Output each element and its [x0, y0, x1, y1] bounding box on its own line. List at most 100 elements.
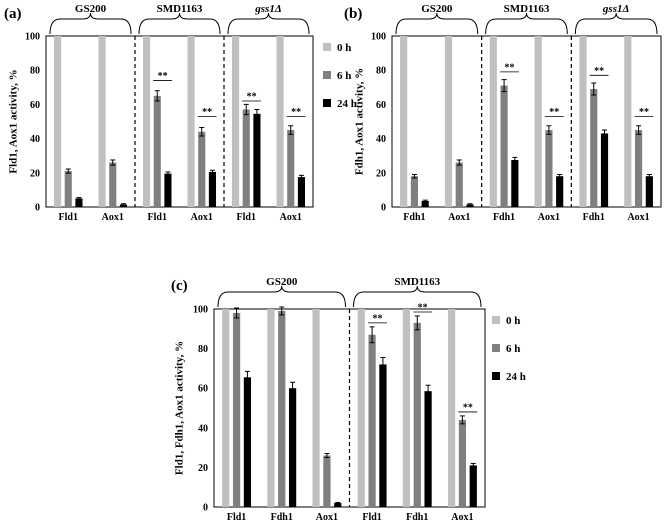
x-tick-label: Aox1	[627, 212, 649, 223]
significance-label: **	[549, 107, 559, 118]
strain-label: GS200	[421, 3, 453, 15]
bar	[634, 130, 643, 207]
x-tick-label: Fld1	[227, 512, 246, 523]
y-axis-label: Fdh1, Aox1 activity, %	[354, 68, 366, 175]
bar	[379, 364, 387, 507]
bar	[312, 309, 320, 507]
bar	[64, 171, 72, 207]
significance-label: **	[373, 313, 383, 324]
bar	[447, 309, 456, 507]
panel-b: (b) Fdh1, Aox1 activity, % 0 20 40 60 80 100 GS2…	[344, 3, 662, 223]
legend-swatch	[492, 316, 500, 324]
significance-label: **	[291, 107, 301, 118]
bar	[489, 36, 497, 207]
y-tick-label: 60	[376, 100, 386, 111]
bar	[208, 171, 216, 207]
significance-label: **	[639, 107, 649, 118]
y-tick-label: 40	[376, 134, 386, 145]
bar	[624, 36, 632, 207]
bar	[297, 177, 305, 207]
panel-label-a: (a)	[4, 6, 22, 22]
significance-label: **	[247, 91, 257, 102]
bar	[153, 95, 161, 207]
y-tick-label: 80	[198, 344, 208, 355]
bar	[645, 176, 653, 207]
bar	[243, 377, 252, 507]
y-tick-label: 80	[30, 66, 40, 77]
y-tick-label: 100	[25, 32, 40, 43]
bar	[579, 36, 587, 207]
x-tick-label: Fdh1	[583, 212, 605, 223]
y-tick-label: 100	[193, 305, 208, 316]
bar	[323, 455, 331, 507]
y-tick-label: 100	[371, 32, 386, 43]
legend-label: 6 h	[506, 343, 520, 355]
legend-swatch	[323, 43, 331, 51]
legend-swatch	[323, 99, 331, 107]
bar	[334, 503, 342, 507]
plot-frame	[391, 35, 662, 208]
bar	[75, 198, 83, 207]
strain-label: SMD1163	[157, 3, 203, 15]
bar	[187, 36, 195, 207]
y-axis-label: Fld1, Aox1 activity, %	[8, 69, 20, 173]
bar	[511, 159, 519, 207]
y-tick-label: 60	[198, 384, 208, 395]
bar	[276, 36, 284, 207]
bar	[278, 310, 286, 507]
x-tick-label: Aox1	[280, 212, 302, 223]
y-tick-label: 40	[198, 423, 208, 434]
y-axis-label: Fld1, Fdh1, Aox1 activity, %	[174, 341, 186, 475]
bar	[556, 176, 564, 207]
bar	[424, 391, 432, 507]
significance-label: **	[504, 62, 514, 73]
bar	[421, 201, 429, 207]
strain-brace	[49, 12, 132, 35]
panel-label-b: (b)	[344, 6, 362, 22]
strain-label: GS200	[266, 276, 298, 288]
bar	[54, 36, 62, 207]
x-tick-label: Aox1	[316, 512, 338, 523]
y-tick-label: 60	[30, 100, 40, 111]
strain-brace	[574, 12, 658, 35]
bar	[198, 131, 206, 207]
bar	[232, 312, 241, 507]
y-tick-label: 0	[381, 203, 386, 214]
x-tick-label: Aox1	[451, 512, 473, 523]
strain-label: gss1Δ	[254, 3, 281, 15]
bar	[288, 388, 297, 507]
significance-label: **	[418, 302, 428, 313]
legend-swatch	[492, 344, 500, 352]
bar	[534, 36, 542, 207]
y-tick-label: 20	[30, 168, 40, 179]
strain-brace	[217, 285, 346, 308]
legend-label: 24 h	[337, 98, 357, 110]
strain-brace	[138, 12, 221, 35]
plot-frame	[45, 35, 314, 208]
strain-brace	[485, 12, 568, 35]
bar	[500, 85, 508, 207]
bar	[469, 465, 477, 507]
strain-label: SMD1163	[394, 276, 440, 288]
bar	[368, 334, 376, 507]
y-tick-label: 20	[376, 168, 386, 179]
y-tick-label: 0	[203, 503, 208, 514]
y-tick-label: 40	[30, 134, 40, 145]
strain-brace	[395, 12, 479, 35]
x-tick-label: Fld1	[237, 212, 256, 223]
bar	[590, 89, 598, 207]
bar	[287, 130, 295, 207]
legend-label: 24 h	[506, 371, 526, 383]
x-tick-label: Aox1	[448, 212, 470, 223]
y-tick-label: 20	[198, 463, 208, 474]
legend-label: 0 h	[506, 315, 520, 327]
x-tick-label: Fld1	[362, 512, 381, 523]
significance-label: **	[202, 107, 212, 118]
bar	[253, 113, 261, 207]
significance-label: **	[594, 66, 604, 77]
bar	[242, 109, 250, 207]
x-tick-label: Fld1	[59, 212, 78, 223]
bar	[232, 36, 240, 207]
significance-label: **	[463, 402, 473, 413]
